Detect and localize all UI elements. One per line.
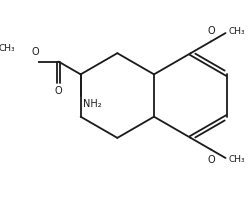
Text: O: O: [208, 26, 216, 36]
Text: CH₃: CH₃: [228, 155, 245, 164]
Text: NH₂: NH₂: [83, 99, 102, 109]
Text: CH₃: CH₃: [0, 45, 16, 53]
Text: CH₃: CH₃: [228, 27, 245, 36]
Text: O: O: [208, 155, 216, 165]
Text: O: O: [55, 86, 62, 96]
Text: O: O: [32, 47, 40, 57]
